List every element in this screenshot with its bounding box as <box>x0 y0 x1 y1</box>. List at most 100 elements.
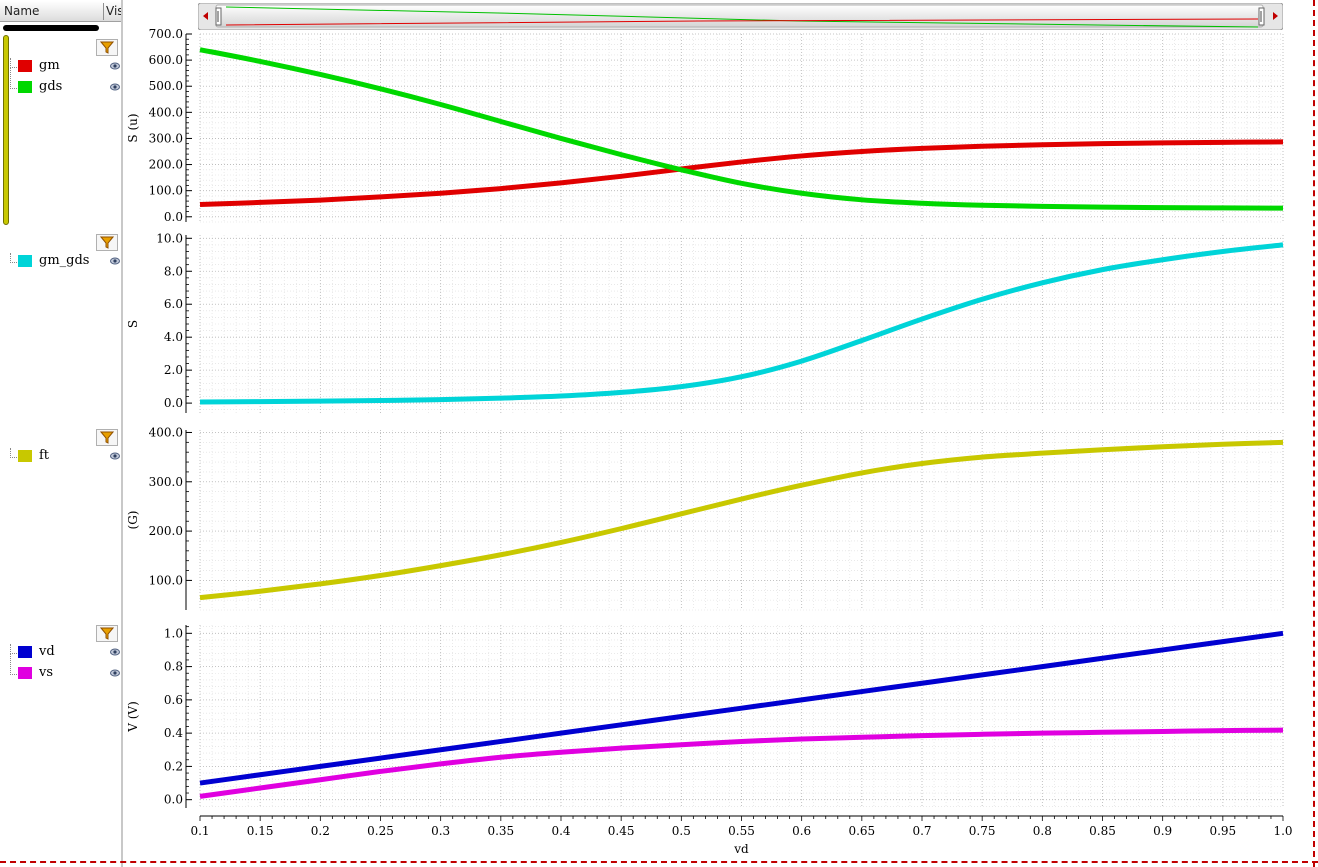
series-line-vd[interactable] <box>199 630 1284 786</box>
visibility-eye-icon[interactable] <box>110 668 120 678</box>
filter-icon[interactable] <box>96 625 118 642</box>
y-tick-label: 0.4 <box>164 726 183 740</box>
y-tick-label: 100.0 <box>149 573 183 587</box>
plot-panel[interactable]: 0.0 100.0 200.0 300.0 400.0 500.0 600.0 700.0 S … <box>126 27 1284 224</box>
y-tick-label: 700.0 <box>149 27 183 41</box>
visibility-eye-icon[interactable] <box>110 82 120 92</box>
x-tick-label: 0.75 <box>969 824 996 838</box>
legend-label-gm-gds: gm_gds <box>39 253 90 268</box>
y-tick-label: 600.0 <box>149 53 183 67</box>
range-handle-left[interactable] <box>215 7 222 26</box>
plot-panel[interactable]: 0.0 2.0 4.0 6.0 8.0 10.0 S <box>126 231 1284 413</box>
y-tick-label: 500.0 <box>149 79 183 93</box>
y-tick-label: 200.0 <box>149 158 183 172</box>
column-header: Name Vis <box>0 1 124 22</box>
x-tick-label: 0.45 <box>608 824 635 838</box>
y-tick-label: 2.0 <box>164 363 183 377</box>
series-line-gm[interactable] <box>199 139 1284 208</box>
color-swatch <box>18 255 32 267</box>
x-tick-label: 0.8 <box>1033 824 1052 838</box>
y-tick-label: 400.0 <box>149 105 183 119</box>
column-name-header[interactable]: Name <box>4 4 40 18</box>
x-tick-label: 0.3 <box>431 824 450 838</box>
zoom-navigator[interactable] <box>198 3 1283 30</box>
x-tick-label: 0.55 <box>728 824 755 838</box>
series-line-gm-gds[interactable] <box>199 242 1284 405</box>
scroll-left-arrow-icon[interactable] <box>203 12 208 20</box>
x-tick-label: 0.15 <box>247 824 274 838</box>
y-tick-label: 200.0 <box>149 524 183 538</box>
color-swatch <box>18 60 32 72</box>
y-tick-label: 0.0 <box>164 793 183 807</box>
y-tick-label: 0.0 <box>164 210 183 224</box>
window-border <box>1313 0 1315 867</box>
y-tick-label: 1.0 <box>164 626 183 640</box>
y-tick-label: 100.0 <box>149 184 183 198</box>
plot-panel[interactable]: 0.0 0.2 0.4 0.6 0.8 1.0 V (V) <box>126 625 1284 808</box>
x-tick-label: 0.2 <box>311 824 330 838</box>
legend-label-ft: ft <box>39 448 50 463</box>
y-tick-label: 400.0 <box>149 425 183 439</box>
tree-connector <box>10 448 17 458</box>
tree-connector <box>10 58 17 68</box>
tree-connector <box>10 253 17 263</box>
x-tick-label: 0.95 <box>1209 824 1236 838</box>
y-tick-label: 10.0 <box>156 231 183 245</box>
scroll-right-arrow-icon[interactable] <box>1273 12 1278 20</box>
color-swatch <box>18 646 32 658</box>
navigator-preview-traces <box>225 6 1259 28</box>
active-strip-indicator[interactable] <box>3 35 9 225</box>
x-tick-label: 0.65 <box>848 824 875 838</box>
x-tick-label: 0.5 <box>672 824 691 838</box>
y-tick-label: 0.8 <box>164 660 183 674</box>
filter-icon[interactable] <box>96 429 118 446</box>
y-axis-label: S <box>126 320 140 328</box>
column-visible-header[interactable]: Vis <box>106 4 124 18</box>
y-tick-label: 4.0 <box>164 330 183 344</box>
tree-connector <box>10 644 17 654</box>
x-tick-label: 0.9 <box>1153 824 1172 838</box>
waveform-chart[interactable]: 0.0 100.0 200.0 300.0 400.0 500.0 600.0 700.0 S … <box>123 0 1313 867</box>
y-tick-label: 0.2 <box>164 759 183 773</box>
series-line-ft[interactable] <box>199 439 1284 601</box>
legend-label-gds: gds <box>39 79 63 94</box>
sidebar-splitter[interactable] <box>121 0 123 867</box>
x-tick-label: 1.0 <box>1273 824 1292 838</box>
x-tick-label: 0.7 <box>912 824 931 838</box>
x-tick-label: 0.6 <box>792 824 811 838</box>
y-axis-label: S (u) <box>126 113 140 142</box>
column-separator[interactable] <box>103 3 104 20</box>
window-border <box>0 861 1318 863</box>
filter-icon[interactable] <box>96 234 118 251</box>
series-line-gds[interactable] <box>199 47 1284 211</box>
x-tick-label: 0.35 <box>487 824 514 838</box>
x-tick-label: 0.4 <box>551 824 570 838</box>
tree-connector <box>10 653 17 675</box>
legend-label-gm: gm <box>39 58 60 73</box>
y-axis-label: V (V) <box>126 701 140 733</box>
y-tick-label: 0.0 <box>164 396 183 410</box>
color-swatch <box>18 450 32 462</box>
x-axis: 0.1 0.15 0.2 0.25 0.3 0.35 0.4 0.45 0.5 0.55 0.6 0.… <box>190 815 1293 856</box>
y-tick-label: 300.0 <box>149 131 183 145</box>
range-handle-right[interactable] <box>1258 7 1265 26</box>
color-swatch <box>18 81 32 93</box>
signal-sidebar: Name Vis gm gds gm_gds ft <box>0 0 124 867</box>
strip-selector-bar[interactable] <box>3 25 99 31</box>
series-line-vs[interactable] <box>199 727 1284 799</box>
visibility-eye-icon[interactable] <box>110 256 120 266</box>
x-tick-label: 0.25 <box>367 824 394 838</box>
y-tick-label: 6.0 <box>164 297 183 311</box>
x-axis-label: vd <box>733 842 749 856</box>
color-swatch <box>18 667 32 679</box>
legend-label-vs: vs <box>39 665 54 680</box>
visibility-eye-icon[interactable] <box>110 647 120 657</box>
y-axis-label: (G) <box>126 511 140 530</box>
legend-label-vd: vd <box>39 644 55 659</box>
visibility-eye-icon[interactable] <box>110 61 120 71</box>
y-tick-label: 8.0 <box>164 264 183 278</box>
plot-panel[interactable]: 100.0 200.0 300.0 400.0 (G) <box>126 425 1284 611</box>
filter-icon[interactable] <box>96 39 118 56</box>
visibility-eye-icon[interactable] <box>110 451 120 461</box>
x-tick-label: 0.85 <box>1089 824 1116 838</box>
